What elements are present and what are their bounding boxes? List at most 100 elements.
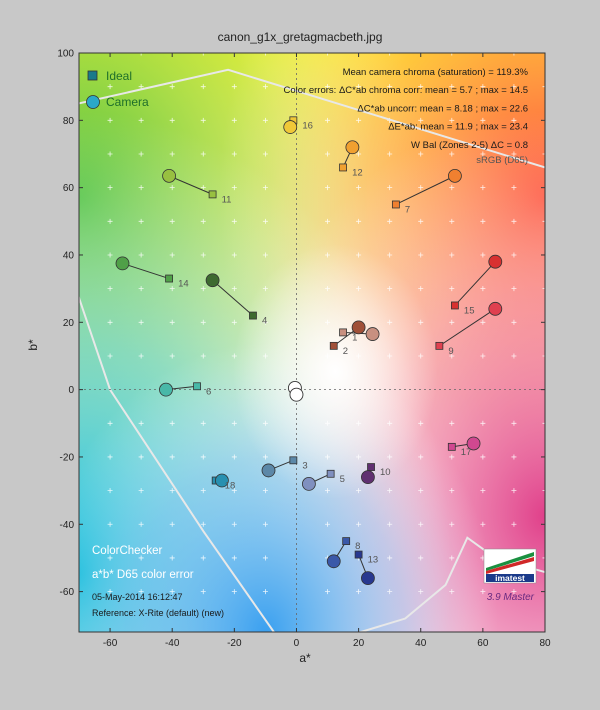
- grid-cross: [231, 521, 237, 527]
- ideal-point: [326, 469, 335, 478]
- x-tick-label: -40: [165, 638, 180, 649]
- camera-point: [466, 436, 481, 451]
- ideal-point: [193, 382, 201, 391]
- patch-3: 3: [261, 456, 308, 478]
- grid-cross: [138, 252, 144, 258]
- grid-cross: [325, 252, 331, 258]
- ideal-point: [289, 456, 298, 465]
- grid-cross: [262, 117, 268, 123]
- camera-point: [361, 470, 375, 485]
- grid-cross: [387, 589, 393, 595]
- camera-point: [361, 571, 375, 586]
- grid-cross: [169, 84, 175, 90]
- grid-cross: [200, 117, 206, 123]
- grid-cross: [449, 488, 455, 494]
- ideal-point: [435, 341, 444, 350]
- grid-cross: [356, 286, 362, 292]
- patch-number-label: 16: [302, 120, 313, 131]
- grid-cross: [200, 185, 206, 191]
- y-tick-label: 80: [63, 116, 75, 127]
- grid-cross: [325, 53, 331, 56]
- grid-cross: [200, 555, 206, 561]
- grid-cross: [449, 286, 455, 292]
- grid-cross: [200, 53, 206, 56]
- grid-cross: [511, 521, 517, 527]
- grid-cross: [200, 488, 206, 494]
- grid-cross: [511, 84, 517, 90]
- patch-number-label: 14: [178, 279, 189, 290]
- x-tick-label: 0: [294, 638, 300, 649]
- grid-cross: [325, 319, 331, 325]
- ideal-point: [451, 301, 459, 310]
- grid-cross: [356, 218, 362, 224]
- grid-cross: [449, 521, 455, 527]
- grid-cross: [542, 151, 545, 157]
- grid-cross: [107, 555, 113, 561]
- grid-cross: [262, 185, 268, 191]
- y-tick-label: 40: [63, 250, 75, 261]
- grid-cross: [107, 353, 113, 359]
- legend: Ideal Camera: [86, 69, 149, 109]
- x-axis-ticks: -60 -40 -20 0 20 40 60 80: [103, 53, 551, 649]
- grid-cross: [356, 117, 362, 123]
- camera-point: [162, 168, 176, 183]
- grid-cross: [387, 353, 393, 359]
- patch-8: 8: [326, 537, 360, 569]
- grid-cross: [169, 319, 175, 325]
- camera-point: [159, 382, 173, 397]
- grid-cross: [231, 117, 237, 123]
- grid-cross: [169, 454, 175, 460]
- grid-cross: [418, 185, 424, 191]
- patch-10: 10: [361, 463, 391, 485]
- grid-cross: [480, 521, 486, 527]
- grid-cross: [511, 488, 517, 494]
- grid-cross: [356, 589, 362, 595]
- patch-5: 5: [301, 469, 345, 491]
- grid-cross: [169, 151, 175, 157]
- gamut-left-line: [79, 294, 276, 632]
- grid-cross: [262, 218, 268, 224]
- grid-cross: [231, 84, 237, 90]
- grid-cross: [387, 420, 393, 426]
- grid-cross: [511, 185, 517, 191]
- grid-cross: [169, 185, 175, 191]
- grid-cross: [449, 555, 455, 561]
- patch-6: 6: [159, 382, 211, 397]
- grid-cross: [511, 589, 517, 595]
- grid-cross: [418, 117, 424, 123]
- grid-cross: [138, 353, 144, 359]
- grid-cross: [325, 117, 331, 123]
- y-tick-label: 60: [63, 183, 75, 194]
- grid-cross: [138, 53, 144, 56]
- grid-cross: [169, 420, 175, 426]
- imatest-logo: imatest: [483, 548, 537, 584]
- grid-cross: [356, 454, 362, 460]
- y-tick-label: -60: [60, 587, 75, 598]
- error-line: [212, 279, 254, 316]
- grid-cross: [138, 218, 144, 224]
- legend-entry: Ideal: [106, 69, 132, 83]
- reference-label: Reference: X-Rite (default) (new): [92, 608, 224, 618]
- grid-cross: [231, 353, 237, 359]
- camera-point: [488, 301, 503, 316]
- grid-cross: [107, 420, 113, 426]
- grid-cross: [387, 252, 393, 258]
- grid-cross: [325, 488, 331, 494]
- grid-cross: [107, 521, 113, 527]
- camera-point: [215, 473, 229, 488]
- grid-cross: [262, 555, 268, 561]
- grid-cross: [387, 319, 393, 325]
- grid-cross: [262, 454, 268, 460]
- grid-cross: [107, 252, 113, 258]
- patch-4: 4: [205, 273, 267, 327]
- grid-cross: [107, 185, 113, 191]
- camera-point: [205, 273, 220, 288]
- grid-cross: [418, 252, 424, 258]
- grid-cross: [138, 420, 144, 426]
- grid-cross: [231, 286, 237, 292]
- grid-cross: [542, 218, 545, 224]
- stat-line: W Bal (Zones 2-5) ΔC = 0.8: [411, 140, 528, 151]
- patch-number-label: 2: [343, 346, 348, 357]
- grid-cross: [480, 589, 486, 595]
- grid-cross: [107, 454, 113, 460]
